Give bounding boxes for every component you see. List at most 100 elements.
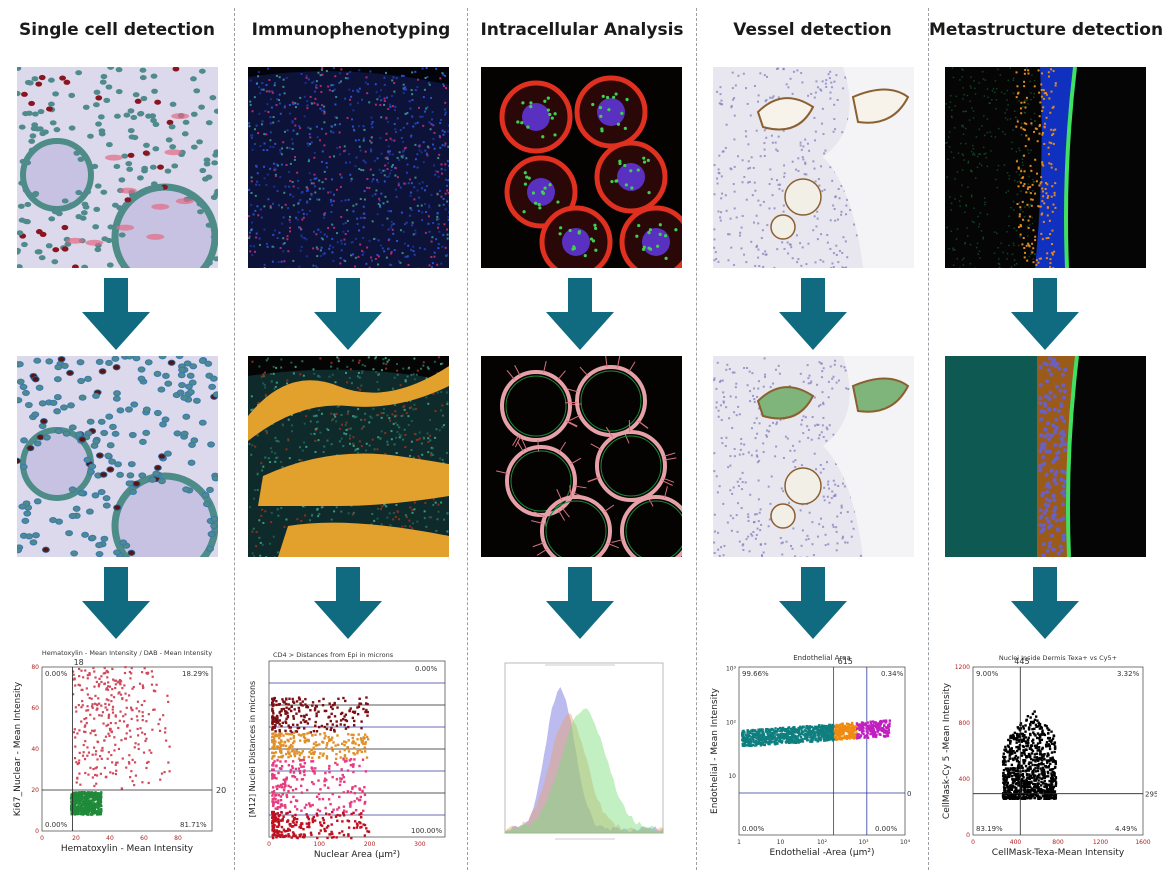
cell-dot [779, 183, 782, 186]
data-point [358, 748, 362, 752]
cell-dot [373, 519, 376, 522]
cell-dot [319, 254, 322, 257]
cell-dot [845, 213, 848, 216]
data-point [290, 732, 294, 736]
cell-dot [330, 412, 333, 415]
nucleus [164, 168, 172, 174]
cell-dot [383, 83, 386, 86]
cell-dot [412, 233, 415, 236]
data-point [287, 764, 291, 767]
cell-dot [440, 409, 443, 412]
cell-dot [316, 248, 319, 251]
data-point [280, 767, 283, 771]
cell-dot [439, 77, 442, 80]
nucleus [181, 131, 189, 137]
data-point [310, 748, 314, 752]
cell-dot [782, 210, 785, 213]
cell-dot [404, 433, 407, 436]
micrograph-raw [248, 67, 449, 268]
data-point [297, 706, 301, 710]
data-point [286, 811, 289, 815]
data-point [84, 724, 87, 727]
cell-dot [370, 256, 373, 259]
cell-dot [829, 91, 832, 94]
nucleus [173, 430, 182, 437]
data-point [291, 766, 294, 770]
data-point [280, 740, 283, 743]
cell-dot [805, 263, 808, 266]
cell-dot [791, 547, 794, 550]
cell-dot [417, 209, 420, 212]
data-point [80, 811, 83, 814]
cell-dot [266, 149, 269, 152]
cell-dot [781, 189, 784, 192]
data-point [90, 796, 93, 799]
cell-dot [397, 518, 400, 521]
cell-dot [418, 196, 421, 199]
cell-nucleus [522, 103, 550, 131]
cell-dot [364, 364, 367, 367]
data-point [363, 802, 366, 805]
cell-dot [441, 426, 444, 429]
data-point [72, 673, 75, 676]
cell-dot [307, 160, 310, 163]
data-point [295, 808, 299, 811]
data-point [274, 740, 277, 743]
nucleus [134, 98, 142, 104]
cell-dot [313, 230, 316, 233]
data-point [80, 796, 83, 799]
data-point [89, 766, 92, 769]
cell-dot [316, 508, 319, 511]
cell-dot [272, 245, 275, 248]
vesicle [642, 156, 646, 160]
cell-dot [807, 377, 810, 380]
nucleus [68, 424, 77, 431]
vesicle [540, 190, 545, 194]
cell-dot [756, 455, 759, 458]
nucleus [126, 166, 134, 172]
data-point [93, 670, 96, 673]
cell-dot [822, 367, 825, 370]
cell-dot [733, 165, 736, 168]
cell-dot [253, 245, 256, 248]
cell-dot [271, 260, 274, 263]
data-point [77, 703, 80, 707]
data-point [74, 684, 77, 687]
cell-dot [280, 358, 283, 361]
cell-dot [273, 229, 276, 232]
cell-dot [272, 535, 275, 538]
data-point [80, 804, 83, 808]
data-point [104, 702, 107, 706]
cell-dot [372, 407, 375, 410]
cell-dot [331, 90, 334, 93]
cell-dot [264, 110, 267, 113]
data-point [141, 718, 144, 722]
data-point [114, 715, 117, 718]
cell-dot [302, 374, 305, 377]
cell-dot [732, 98, 735, 101]
cell-dot [326, 427, 329, 430]
data-point [299, 734, 303, 737]
cell-dot [754, 264, 757, 267]
nucleus [113, 390, 121, 397]
cell-dot [835, 244, 838, 247]
data-point [365, 708, 368, 712]
data-point [343, 748, 346, 752]
cell-dot [409, 454, 412, 457]
cell-dot [395, 195, 398, 198]
cell-dot [250, 191, 253, 194]
cell-dot [446, 403, 449, 406]
cell-dot [278, 93, 281, 96]
cell-dot [823, 188, 826, 191]
cell-dot [757, 248, 760, 251]
cell-dot [400, 74, 403, 77]
cell-dot [777, 67, 780, 70]
cell-dot [409, 506, 412, 509]
cell-dot [733, 114, 736, 117]
data-point [299, 824, 302, 827]
cell-dot [412, 373, 415, 376]
cell-dot [728, 233, 731, 236]
cell-dot [407, 263, 410, 266]
cell-dot [846, 541, 849, 544]
cell-dot [406, 375, 409, 378]
